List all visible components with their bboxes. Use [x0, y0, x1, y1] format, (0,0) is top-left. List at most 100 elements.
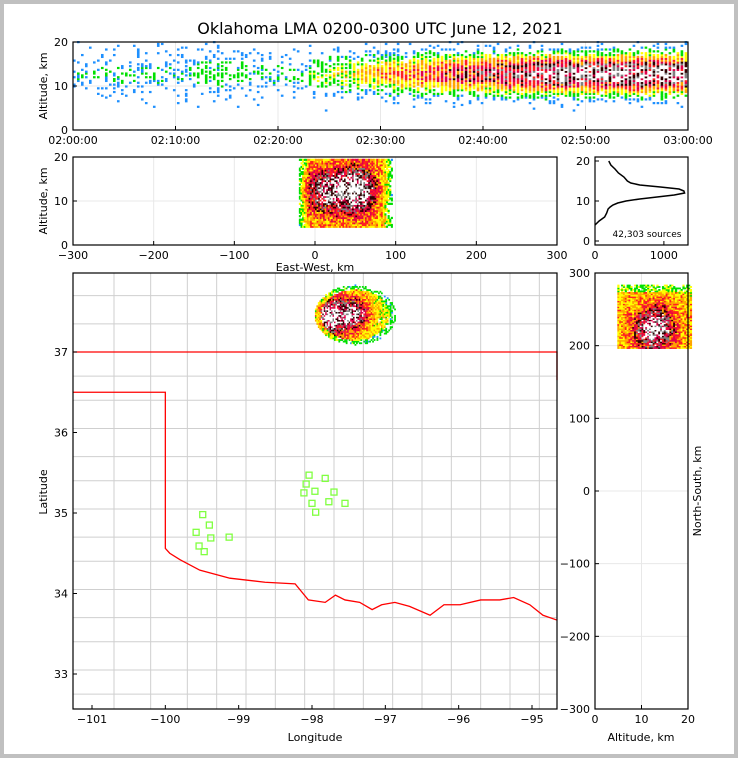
source-pixel: [319, 220, 322, 223]
source-pixel: [326, 206, 329, 209]
source-pixel: [321, 171, 324, 174]
source-pixel: [356, 206, 360, 209]
source-pixel: [616, 65, 620, 68]
source-pixel: [172, 74, 176, 77]
source-pixel: [390, 216, 393, 220]
source-pixel: [648, 77, 652, 81]
source-pixel: [355, 209, 358, 212]
source-pixel: [325, 326, 327, 329]
source-pixel: [576, 74, 580, 77]
source-pixel: [327, 160, 331, 163]
source-pixel: [244, 74, 248, 77]
source-pixel: [326, 211, 329, 214]
source-pixel: [100, 87, 104, 90]
source-pixel: [303, 202, 306, 205]
source-pixel: [652, 68, 656, 71]
source-pixel: [302, 158, 305, 161]
source-pixel: [496, 66, 500, 70]
source-pixel: [236, 76, 240, 79]
source-pixel: [124, 72, 128, 75]
source-pixel: [379, 185, 382, 188]
source-pixel: [332, 220, 335, 223]
source-pixel: [152, 79, 156, 83]
source-pixel: [317, 303, 320, 306]
source-pixel: [536, 79, 540, 83]
source-pixel: [379, 223, 382, 227]
source-pixel: [668, 55, 672, 59]
source-pixel: [323, 323, 326, 325]
source-pixel: [337, 178, 340, 181]
source-pixel: [176, 81, 180, 84]
source-pixel: [308, 81, 312, 84]
source-pixel: [328, 331, 330, 333]
source-pixel: [540, 81, 544, 84]
source-pixel: [302, 201, 305, 204]
source-pixel: [396, 50, 400, 53]
source-pixel: [580, 72, 584, 75]
source-pixel: [369, 201, 372, 204]
source-pixel: [172, 68, 176, 71]
source-pixel: [381, 183, 384, 186]
source-pixel: [684, 55, 688, 59]
source-pixel: [100, 66, 104, 70]
source-pixel: [452, 68, 456, 71]
source-pixel: [310, 162, 313, 165]
source-pixel: [532, 83, 536, 86]
source-pixel: [508, 59, 512, 62]
source-pixel: [321, 195, 324, 198]
source-pixel: [353, 223, 356, 227]
source-pixel: [576, 57, 580, 60]
source-pixel: [604, 63, 608, 66]
source-pixel: [636, 61, 640, 64]
source-pixel: [644, 74, 648, 77]
source-pixel: [298, 167, 301, 170]
source-pixel: [608, 59, 612, 62]
source-pixel: [374, 174, 377, 177]
source-pixel: [311, 190, 314, 193]
source-pixel: [492, 70, 496, 73]
source-pixel: [308, 199, 311, 202]
source-pixel: [220, 65, 224, 68]
source-pixel: [352, 72, 356, 75]
source-pixel: [366, 223, 369, 227]
source-pixel: [379, 165, 382, 168]
source-pixel: [306, 199, 310, 202]
source-pixel: [305, 201, 308, 204]
source-pixel: [452, 63, 456, 66]
source-pixel: [381, 222, 384, 225]
source-pixel: [544, 79, 548, 83]
source-pixel: [344, 57, 348, 60]
source-pixel: [342, 179, 345, 183]
source-pixel: [316, 310, 319, 312]
source-pixel: [584, 87, 588, 90]
source-pixel: [317, 311, 320, 314]
source-pixel: [652, 83, 656, 86]
source-pixel: [468, 83, 472, 86]
source-pixel: [544, 70, 548, 73]
source-pixel: [464, 81, 468, 84]
source-pixel: [385, 218, 389, 221]
source-pixel: [376, 188, 379, 191]
source-pixel: [460, 87, 464, 90]
source-pixel: [316, 164, 319, 167]
source-pixel: [676, 52, 680, 55]
source-pixel: [324, 109, 328, 112]
source-pixel: [620, 61, 624, 64]
source-pixel: [188, 59, 192, 62]
source-pixel: [303, 171, 306, 174]
source-pixel: [668, 61, 672, 64]
source-pixel: [373, 158, 376, 161]
source-pixel: [440, 76, 444, 79]
source-pixel: [384, 197, 387, 200]
source-pixel: [324, 215, 327, 218]
x-tick-label: 03:00:00: [663, 134, 712, 147]
source-pixel: [339, 171, 342, 174]
source-pixel: [492, 79, 496, 83]
source-pixel: [456, 81, 460, 84]
source-pixel: [316, 76, 320, 79]
source-pixel: [305, 209, 308, 212]
source-pixel: [472, 76, 476, 79]
source-pixel: [448, 68, 452, 71]
source-pixel: [325, 329, 327, 332]
source-pixel: [335, 176, 339, 179]
